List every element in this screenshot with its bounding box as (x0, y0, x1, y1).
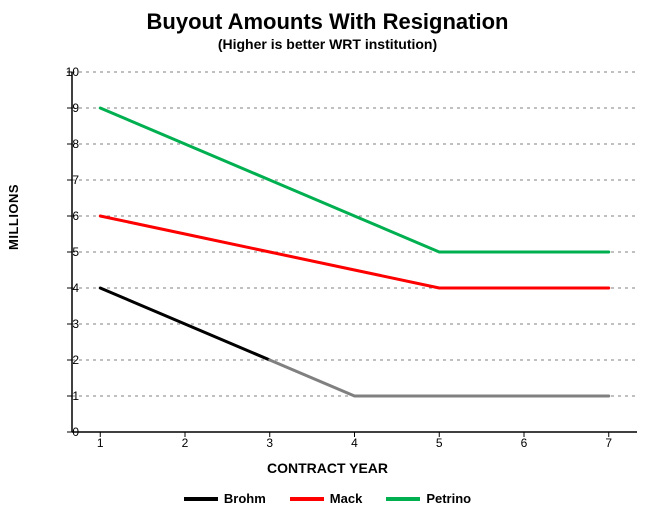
y-tick-label: 10 (51, 65, 79, 79)
x-axis-title: CONTRACT YEAR (0, 460, 655, 476)
x-tick-label: 4 (351, 436, 358, 450)
legend-swatch (386, 497, 420, 501)
legend-swatch (184, 497, 218, 501)
y-tick-label: 0 (51, 425, 79, 439)
x-tick-label: 1 (97, 436, 104, 450)
y-tick-label: 3 (51, 317, 79, 331)
x-tick-label: 7 (605, 436, 612, 450)
y-tick-label: 1 (51, 389, 79, 403)
y-tick-label: 6 (51, 209, 79, 223)
chart-title: Buyout Amounts With Resignation (0, 10, 655, 34)
plot-area (72, 72, 637, 432)
y-axis-title: MILLIONS (6, 184, 21, 250)
title-block: Buyout Amounts With Resignation (Higher … (0, 10, 655, 52)
y-tick-label: 2 (51, 353, 79, 367)
y-tick-label: 7 (51, 173, 79, 187)
legend-label: Mack (330, 491, 363, 506)
x-tick-label: 3 (266, 436, 273, 450)
chart-container: Buyout Amounts With Resignation (Higher … (0, 0, 655, 522)
y-tick-label: 8 (51, 137, 79, 151)
legend-swatch (290, 497, 324, 501)
plot-svg (72, 72, 637, 432)
legend-item: Mack (290, 491, 363, 506)
x-tick-label: 6 (521, 436, 528, 450)
legend-label: Brohm (224, 491, 266, 506)
y-tick-label: 4 (51, 281, 79, 295)
legend-item: Brohm (184, 491, 266, 506)
chart-subtitle: (Higher is better WRT institution) (0, 36, 655, 52)
legend-label: Petrino (426, 491, 471, 506)
legend: Brohm Mack Petrino (0, 489, 655, 507)
legend-item: Petrino (386, 491, 471, 506)
x-tick-label: 2 (182, 436, 189, 450)
y-tick-label: 9 (51, 101, 79, 115)
y-tick-label: 5 (51, 245, 79, 259)
x-tick-label: 5 (436, 436, 443, 450)
